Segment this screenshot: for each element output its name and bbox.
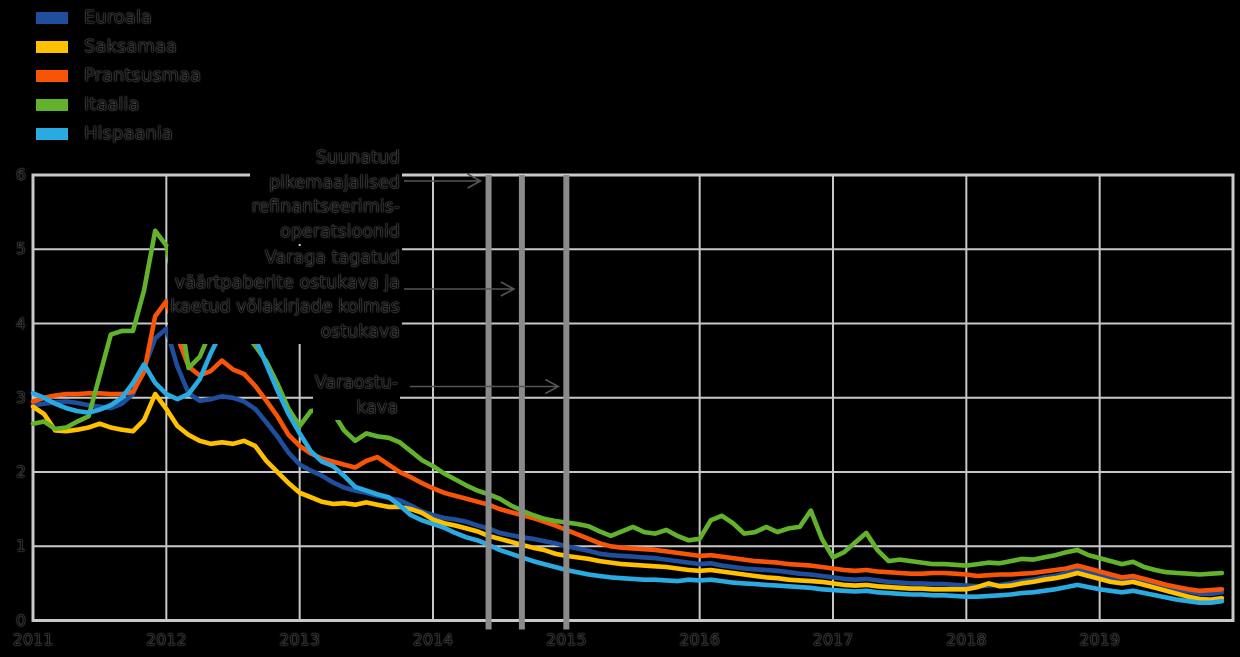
legend-label: Euroala	[84, 6, 152, 28]
x-tick-label: 2015	[545, 630, 587, 649]
series-line-prantsusmaa	[30, 298, 1225, 594]
legend-item-euroala: Euroala	[36, 3, 201, 32]
y-tick-label: 2	[15, 462, 26, 481]
legend-swatch-saksamaa	[36, 40, 68, 53]
y-tick-label: 6	[15, 165, 26, 184]
x-tick-label: 2013	[279, 630, 321, 649]
legend-swatch-hispaania	[36, 127, 68, 140]
y-tick-label: 1	[15, 536, 26, 556]
legend-label: Itaalia	[84, 93, 140, 115]
y-tick-label: 4	[15, 313, 26, 333]
legend-item-itaalia: Itaalia	[36, 90, 201, 119]
legend-label: Prantsusmaa	[84, 64, 202, 86]
x-tick-label: 2014	[412, 630, 454, 649]
x-tick-label: 2011	[12, 630, 54, 649]
plot-frame	[31, 173, 1235, 622]
series-line-saksamaa	[30, 391, 1225, 603]
y-tick-label: 0	[15, 610, 26, 630]
legend-label: Saksamaa	[84, 35, 177, 57]
legend-swatch-prantsusmaa	[36, 69, 68, 82]
legend-swatch-euroala	[36, 11, 68, 24]
legend-item-saksamaa: Saksamaa	[36, 32, 201, 61]
annotation-arrow	[404, 281, 516, 297]
legend-item-prantsusmaa: Prantsusmaa	[36, 61, 201, 90]
annotation-arrow	[404, 173, 483, 189]
y-tick-label: 3	[15, 387, 26, 407]
x-tick-label: 2016	[679, 630, 721, 649]
legend-label: Hispaania	[84, 122, 173, 144]
x-tick-label: 2012	[145, 630, 187, 649]
annotation-tltro: Suunatud pikemaajalised refinantseerimis…	[249, 146, 402, 244]
legend-item-hispaania: Hispaania	[36, 119, 201, 148]
x-tick-label: 2017	[812, 630, 854, 649]
annotation-abspp-cbpp3: Varaga tagatud väärtpaberite ostukava ja…	[168, 246, 402, 344]
x-tick-label: 2019	[1079, 630, 1121, 649]
chart-legend: Euroala Saksamaa Prantsusmaa Itaalia His…	[36, 3, 201, 148]
y-tick-label: 5	[15, 239, 26, 259]
x-tick-label: 2018	[945, 630, 987, 649]
annotation-app: Varaostu- kava	[312, 371, 400, 420]
legend-swatch-itaalia	[36, 98, 68, 111]
annotation-arrow	[410, 378, 561, 395]
